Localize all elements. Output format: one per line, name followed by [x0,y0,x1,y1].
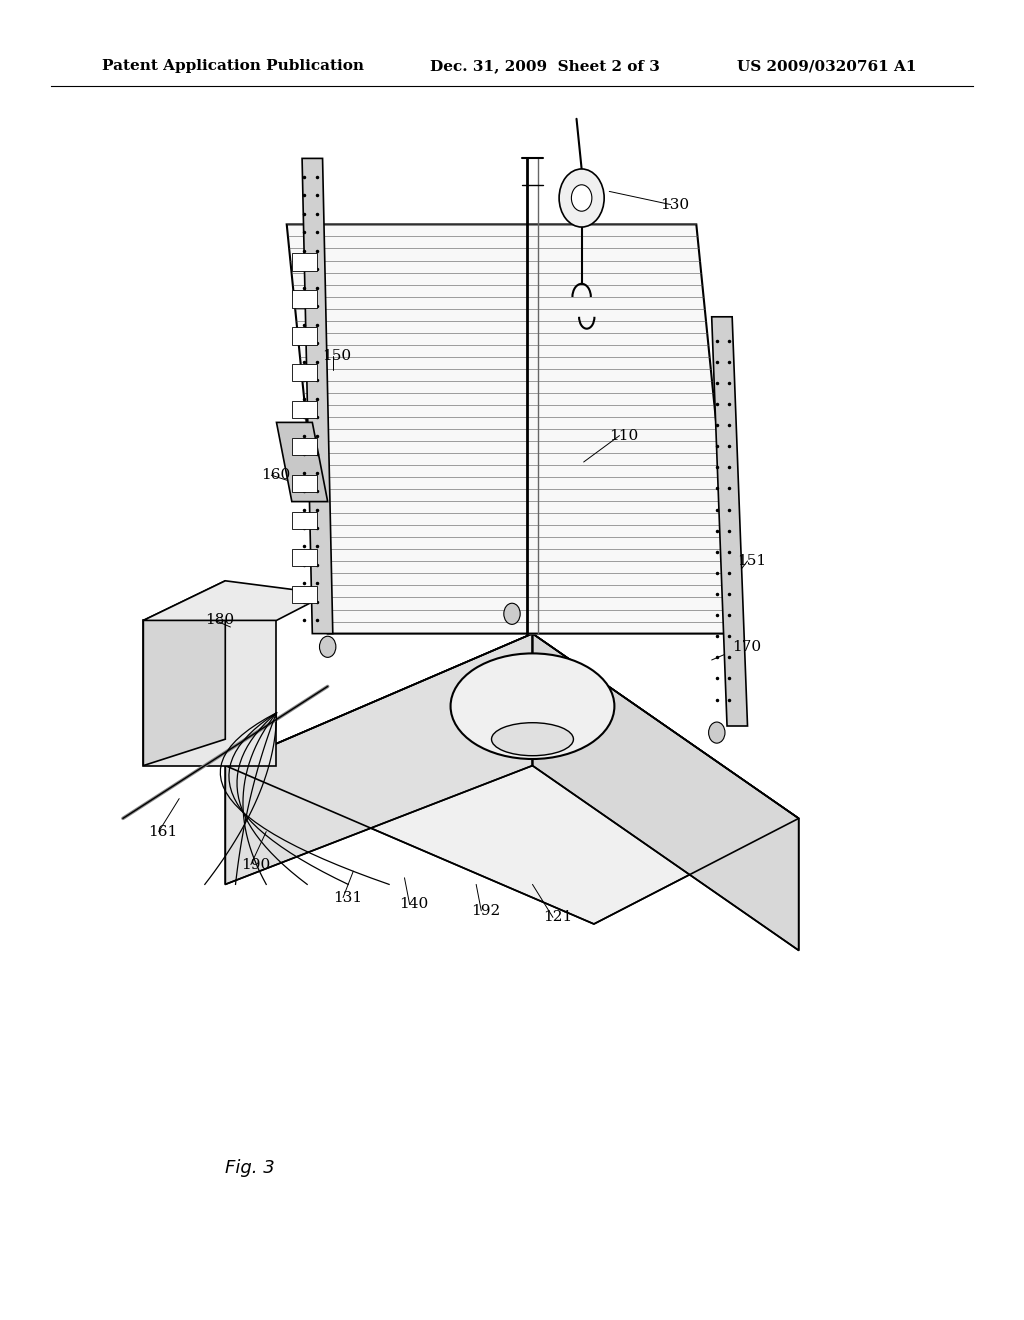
Text: 110: 110 [609,429,639,442]
Bar [292,401,317,418]
Text: 192: 192 [471,904,501,917]
Text: 160: 160 [261,469,291,482]
Bar [292,253,317,271]
Text: US 2009/0320761 A1: US 2009/0320761 A1 [737,59,916,74]
Text: 130: 130 [660,198,689,211]
Text: Dec. 31, 2009  Sheet 2 of 3: Dec. 31, 2009 Sheet 2 of 3 [430,59,659,74]
Text: Fig. 3: Fig. 3 [225,1159,275,1177]
Bar [292,290,317,308]
Polygon shape [143,581,225,766]
Polygon shape [712,317,748,726]
Bar [292,549,317,566]
Polygon shape [225,634,799,924]
Polygon shape [276,422,328,502]
Text: 190: 190 [241,858,270,871]
Text: 161: 161 [148,825,178,838]
Text: 121: 121 [543,911,572,924]
Bar [292,327,317,345]
Ellipse shape [492,723,573,755]
Text: 151: 151 [737,554,766,568]
Circle shape [571,185,592,211]
Polygon shape [302,158,333,634]
Bar [292,364,317,381]
Bar [292,438,317,455]
Circle shape [319,636,336,657]
Polygon shape [532,634,799,950]
Text: 131: 131 [333,891,361,904]
Circle shape [559,169,604,227]
Ellipse shape [451,653,614,759]
Text: 140: 140 [399,898,429,911]
Bar [292,475,317,492]
Polygon shape [225,634,532,884]
Bar [292,586,317,603]
Text: 170: 170 [732,640,761,653]
Text: 150: 150 [323,350,351,363]
Text: Patent Application Publication: Patent Application Publication [102,59,365,74]
Polygon shape [143,581,328,620]
Text: 180: 180 [205,614,233,627]
Polygon shape [143,620,276,766]
Circle shape [504,603,520,624]
Polygon shape [287,224,737,634]
Circle shape [709,722,725,743]
Bar [292,512,317,529]
